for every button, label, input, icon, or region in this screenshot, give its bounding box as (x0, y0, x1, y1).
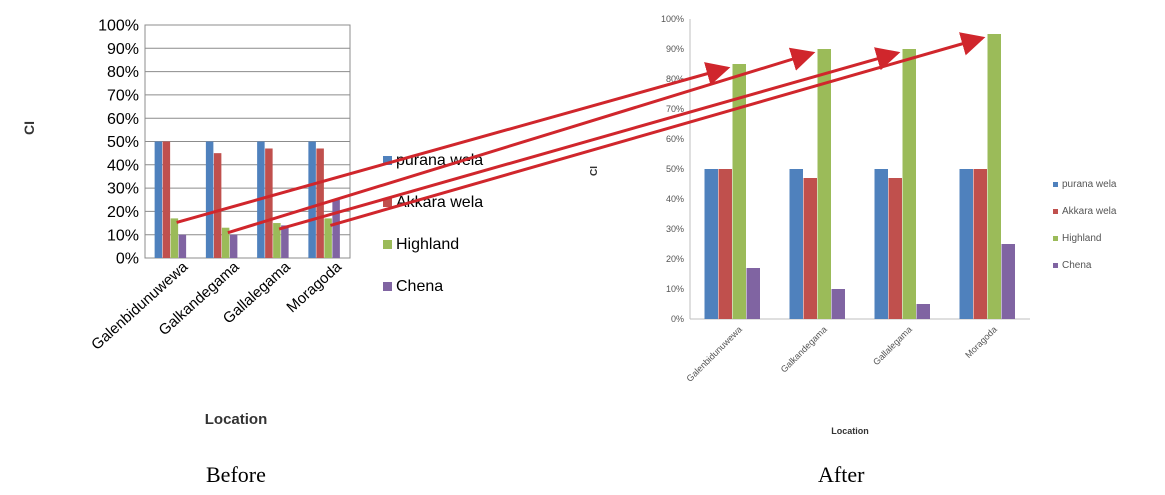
y-tick-label: 80% (666, 74, 684, 84)
bar (1001, 244, 1015, 319)
bar (308, 141, 316, 258)
category-label: Galenbidunuwewa (88, 258, 192, 354)
y-tick-label: 60% (107, 111, 139, 128)
y-tick-label: 50% (666, 164, 684, 174)
bar (959, 169, 973, 319)
before-caption: Before (206, 462, 266, 487)
y-tick-label: 90% (666, 44, 684, 54)
bar (170, 218, 179, 258)
legend-swatch (383, 198, 392, 207)
legend-swatch (383, 156, 392, 165)
legend-swatch (1053, 209, 1058, 214)
y-tick-label: 100% (661, 14, 684, 24)
legend-swatch (383, 240, 392, 249)
y-tick-label: 40% (107, 157, 139, 174)
y-tick-label: 0% (671, 314, 684, 324)
comparison-arrow (227, 47, 816, 235)
legend-label: Akkara wela (396, 194, 483, 211)
legend-swatch (1053, 182, 1058, 187)
y-tick-label: 10% (107, 227, 139, 244)
legend-label: Highland (1062, 233, 1101, 244)
bar (916, 304, 930, 319)
bar (902, 49, 916, 319)
y-tick-label: 30% (666, 224, 684, 234)
y-tick-label: 70% (666, 104, 684, 114)
bar (888, 178, 902, 319)
y-tick-label: 70% (107, 88, 139, 105)
legend-label: Highland (396, 236, 459, 253)
bar (178, 234, 187, 258)
bar (817, 49, 831, 319)
legend-swatch (383, 282, 392, 291)
bar (704, 169, 718, 319)
y-tick-label: 100% (98, 18, 139, 35)
category-label: Moragoda (963, 324, 999, 360)
bar (987, 34, 1001, 319)
bar (973, 169, 987, 319)
y-tick-label: 0% (116, 251, 139, 268)
legend-label: Chena (1062, 260, 1092, 271)
y-tick-label: 90% (107, 41, 139, 58)
y-tick-label: 30% (107, 181, 139, 198)
category-label: Gallalegama (871, 324, 914, 367)
bar (154, 141, 163, 258)
comparison-arrow (278, 47, 901, 231)
bar (789, 169, 803, 319)
bar (874, 169, 888, 319)
bar (803, 178, 817, 319)
bar (265, 148, 273, 258)
y-tick-label: 50% (107, 134, 139, 151)
comparison-arrows (176, 32, 986, 235)
after-caption: After (818, 462, 865, 487)
legend-swatch (1053, 263, 1058, 268)
legend-swatch (1053, 236, 1058, 241)
category-label: Galenbidunuwewa (684, 324, 743, 383)
comparison-arrow (176, 62, 731, 224)
legend-label: Akkara wela (1062, 206, 1117, 217)
bar (213, 153, 222, 258)
bar (831, 289, 845, 319)
x-axis-label: Location (205, 411, 268, 428)
category-label: Moragoda (283, 258, 345, 316)
y-tick-label: 80% (107, 64, 139, 81)
bar (162, 141, 171, 258)
bar (273, 223, 281, 258)
bar (746, 268, 760, 319)
plot-frame (144, 24, 351, 259)
y-axis-label: CI (21, 121, 37, 135)
legend-label: Chena (396, 278, 443, 295)
x-axis-label: Location (831, 426, 869, 436)
comparison-arrow (329, 32, 986, 227)
y-tick-label: 10% (666, 284, 684, 294)
after-chart: 0% 10% 20% 30% 40% 50% 60% 70% 80% 90% 100% Galenbi… (589, 14, 1117, 436)
legend-label: purana wela (1062, 179, 1117, 190)
y-axis-label: CI (589, 166, 600, 176)
bar (718, 169, 732, 319)
y-tick-label: 40% (666, 194, 684, 204)
y-tick-label: 20% (666, 254, 684, 264)
bar (281, 225, 289, 258)
category-label: Galkandegama (779, 324, 829, 374)
y-tick-label: 20% (107, 204, 139, 221)
bar (221, 227, 230, 258)
bar (332, 199, 340, 258)
before-chart: 0% 10% 20% 30% 40% 50% 60% 70% 80% 90% 100% Galenbi… (21, 18, 483, 428)
bar (732, 64, 746, 319)
y-tick-label: 60% (666, 134, 684, 144)
bar (205, 141, 214, 258)
bar (324, 218, 332, 258)
bar (229, 234, 238, 258)
